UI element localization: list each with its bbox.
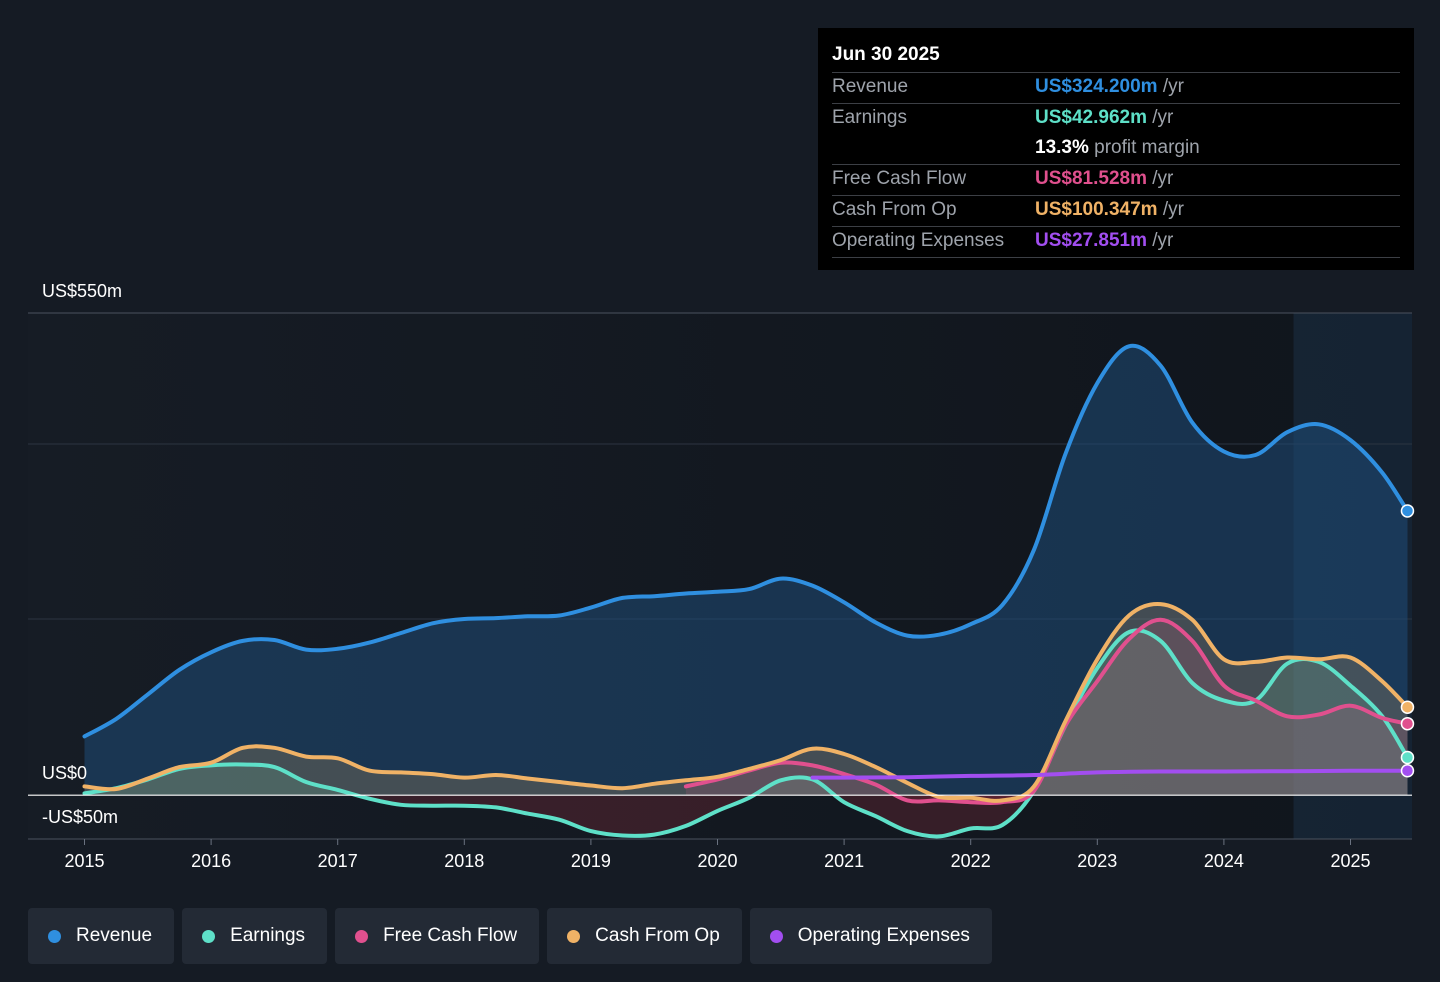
tooltip-row-free-cash-flow: Free Cash Flow US$81.528m /yr — [832, 164, 1400, 195]
y-axis-zero-label: US$0 — [42, 763, 88, 783]
tooltip-label: Cash From Op — [832, 199, 957, 220]
tooltip-value: 13.3% profit margin — [1035, 137, 1200, 158]
area-cash-from-op — [84, 603, 1408, 796]
tooltip-date: Jun 30 2025 — [832, 44, 940, 65]
tooltip-value: US$27.851m /yr — [1035, 230, 1174, 251]
x-tick-label: 2024 — [1203, 851, 1244, 871]
legend-label: Earnings — [230, 925, 306, 946]
legend-dot-icon — [48, 929, 61, 943]
x-tick-label: 2025 — [1330, 851, 1371, 871]
tooltip-row-earnings: Earnings US$42.962m /yr — [832, 103, 1400, 134]
legend-label: Cash From Op — [595, 925, 720, 946]
x-tick-label: 2016 — [191, 851, 232, 871]
hover-tooltip: Jun 30 2025 Revenue US$324.200m /yr Earn… — [818, 28, 1414, 270]
endpoint-operating-expenses — [1400, 764, 1415, 778]
tooltip-value: US$100.347m /yr — [1035, 199, 1184, 220]
x-tick-label: 2017 — [317, 851, 358, 871]
legend: Revenue Earnings Free Cash Flow Cash Fro… — [28, 908, 1000, 964]
legend-dot-icon — [355, 929, 369, 943]
line-operating-expenses — [810, 768, 1410, 780]
legend-dot-icon — [202, 929, 216, 943]
endpoint-free-cash-flow — [1400, 716, 1415, 731]
endpoint-cash-from-op — [1400, 700, 1415, 714]
tooltip-label: Operating Expenses — [832, 230, 1005, 251]
endpoint-earnings — [1400, 750, 1415, 765]
area-free-cash-flow — [685, 619, 1408, 796]
legend-item-cash-from-op[interactable]: Cash From Op — [547, 908, 742, 964]
legend-item-operating-expenses[interactable]: Operating Expenses — [749, 908, 992, 964]
tooltip-label: Free Cash Flow — [832, 168, 967, 189]
tooltip-row-operating-expenses: Operating Expenses US$27.851m /yr — [832, 226, 1400, 257]
legend-item-revenue[interactable]: Revenue — [28, 908, 175, 964]
line-earnings — [82, 628, 1410, 839]
legend-dot-icon — [567, 929, 581, 943]
tooltip-value: US$81.528m /yr — [1035, 168, 1174, 189]
x-tick-label: 2015 — [64, 851, 105, 871]
tooltip-row-revenue: Revenue US$324.200m /yr — [832, 72, 1400, 103]
x-tick-label: 2021 — [824, 851, 865, 871]
y-axis-max-label: US$550m — [42, 281, 123, 301]
tooltip-value: US$324.200m /yr — [1035, 76, 1184, 97]
legend-label: Free Cash Flow — [383, 925, 518, 946]
tooltip-value: US$42.962m /yr — [1035, 107, 1174, 128]
x-tick-label: 2022 — [950, 851, 991, 871]
tooltip-row-cash-from-op: Cash From Op US$100.347m /yr — [832, 195, 1400, 226]
area-earnings — [84, 630, 1408, 796]
x-tick-label: 2018 — [444, 851, 485, 871]
legend-item-free-cash-flow[interactable]: Free Cash Flow — [335, 908, 540, 964]
tooltip-label: Revenue — [832, 76, 909, 97]
tooltip-divider — [832, 257, 1400, 258]
x-tick-label: 2020 — [697, 851, 738, 871]
area-revenue — [84, 345, 1408, 796]
line-revenue — [82, 343, 1410, 739]
legend-item-earnings[interactable]: Earnings — [182, 908, 328, 964]
legend-label: Revenue — [76, 925, 153, 946]
legend-label: Operating Expenses — [797, 925, 970, 946]
y-axis-min-label: -US$50m — [42, 807, 119, 827]
x-tick-label: 2023 — [1077, 851, 1118, 871]
tooltip-row-profit-margin: 13.3% profit margin — [832, 134, 1400, 164]
tooltip-label: Earnings — [832, 107, 907, 128]
x-tick-label: 2019 — [570, 851, 611, 871]
legend-dot-icon — [769, 929, 783, 943]
line-cash-from-op — [82, 601, 1410, 803]
endpoint-revenue — [1400, 504, 1415, 518]
